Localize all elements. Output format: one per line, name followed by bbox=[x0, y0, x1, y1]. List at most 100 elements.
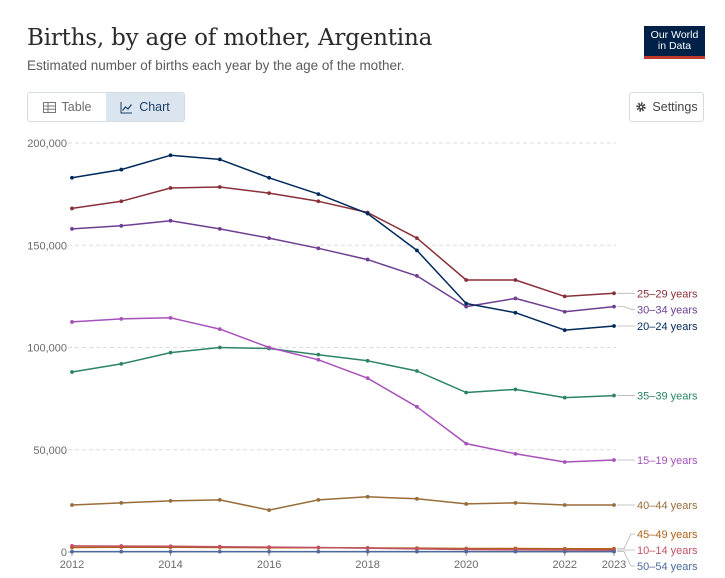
data-point-8-4 bbox=[267, 549, 271, 554]
x-tick-label-6: 2023 bbox=[602, 559, 626, 571]
series-label-7: 10–14 years bbox=[637, 545, 698, 557]
data-point-7-6 bbox=[365, 546, 370, 551]
data-point-3-11 bbox=[612, 393, 616, 398]
label-connector-1 bbox=[617, 306, 635, 310]
series-label-2: 20–24 years bbox=[637, 321, 698, 333]
x-tick-label-2: 2016 bbox=[257, 559, 281, 571]
data-point-4-4 bbox=[267, 345, 271, 350]
data-point-5-4 bbox=[267, 508, 271, 512]
data-point-0-9 bbox=[513, 278, 518, 282]
series-line-7 bbox=[71, 545, 615, 551]
series-label-6: 45–49 years bbox=[637, 529, 698, 541]
data-point-2-8 bbox=[464, 301, 469, 306]
logo-line-1: Our World bbox=[650, 29, 699, 41]
data-point-1-7 bbox=[415, 274, 419, 278]
data-point-2-0 bbox=[70, 175, 74, 180]
series-line-3 bbox=[71, 346, 615, 399]
series-label-0: 25–29 years bbox=[637, 288, 698, 300]
data-point-0-3 bbox=[217, 185, 222, 189]
data-point-5-11 bbox=[612, 503, 616, 507]
settings-button[interactable]: Settings bbox=[629, 92, 704, 122]
data-point-8-8 bbox=[464, 549, 469, 554]
data-point-5-9 bbox=[513, 501, 518, 505]
data-point-2-5 bbox=[316, 192, 321, 197]
data-point-8-9 bbox=[513, 549, 518, 554]
data-point-4-6 bbox=[365, 376, 370, 381]
data-point-5-8 bbox=[464, 502, 469, 506]
data-point-1-11 bbox=[612, 304, 616, 309]
y-tick-label-2: 100,000 bbox=[27, 343, 67, 355]
data-point-4-3 bbox=[217, 327, 222, 331]
chart-title: Births, by age of mother, Argentina bbox=[27, 25, 433, 51]
data-point-0-7 bbox=[415, 236, 419, 240]
data-point-4-2 bbox=[168, 315, 173, 320]
data-point-3-3 bbox=[217, 345, 222, 350]
data-point-1-3 bbox=[217, 226, 222, 231]
data-point-3-5 bbox=[316, 352, 321, 357]
data-point-0-8 bbox=[464, 278, 469, 282]
view-tabs: Table Chart bbox=[27, 92, 185, 122]
series-label-8: 50–54 years bbox=[637, 561, 698, 573]
logo-line-2: in Data bbox=[657, 40, 692, 52]
data-point-8-2 bbox=[168, 549, 173, 554]
data-point-0-4 bbox=[267, 191, 271, 196]
data-point-3-10 bbox=[562, 395, 567, 400]
gear-icon bbox=[636, 102, 647, 112]
table-icon bbox=[42, 101, 56, 113]
data-point-2-9 bbox=[513, 310, 518, 315]
data-point-2-6 bbox=[365, 211, 370, 216]
y-tick-label-4: 200,000 bbox=[27, 138, 67, 150]
data-point-7-3 bbox=[217, 544, 222, 549]
data-point-8-0 bbox=[70, 549, 74, 554]
data-point-8-3 bbox=[217, 549, 222, 554]
data-point-3-7 bbox=[415, 369, 419, 373]
data-point-5-1 bbox=[119, 501, 124, 505]
tab-table[interactable]: Table bbox=[28, 93, 106, 121]
data-point-5-10 bbox=[562, 503, 567, 507]
data-point-2-7 bbox=[415, 248, 419, 253]
data-point-2-11 bbox=[612, 324, 616, 328]
data-point-1-6 bbox=[365, 257, 370, 262]
y-tick-label-3: 150,000 bbox=[27, 240, 67, 252]
data-point-7-2 bbox=[168, 544, 173, 549]
data-point-8-6 bbox=[365, 549, 370, 554]
data-point-3-0 bbox=[70, 370, 74, 374]
tab-table-label: Table bbox=[61, 100, 92, 114]
data-point-0-10 bbox=[562, 294, 567, 299]
label-connector-6 bbox=[617, 533, 635, 550]
series-label-1: 30–34 years bbox=[637, 304, 698, 316]
series-line-4 bbox=[71, 317, 615, 463]
chart-subtitle: Estimated number of births each year by … bbox=[27, 58, 405, 73]
data-point-8-5 bbox=[316, 549, 321, 554]
data-point-7-0 bbox=[70, 543, 74, 548]
data-point-3-6 bbox=[365, 358, 370, 363]
data-point-5-5 bbox=[316, 497, 321, 502]
tab-chart[interactable]: Chart bbox=[106, 93, 184, 121]
series-line-2 bbox=[71, 154, 615, 331]
data-point-4-1 bbox=[119, 316, 124, 321]
data-point-1-10 bbox=[562, 309, 567, 314]
y-tick-label-1: 50,000 bbox=[33, 445, 67, 457]
x-tick-label-3: 2018 bbox=[355, 559, 379, 571]
data-point-5-0 bbox=[70, 503, 74, 507]
x-tick-label-0: 2012 bbox=[60, 559, 84, 571]
data-point-7-1 bbox=[119, 544, 124, 548]
data-point-1-8 bbox=[464, 304, 469, 309]
data-point-2-2 bbox=[168, 153, 173, 158]
data-point-2-10 bbox=[562, 328, 567, 333]
data-point-4-10 bbox=[562, 460, 567, 464]
data-point-1-2 bbox=[168, 218, 173, 223]
data-point-5-6 bbox=[365, 494, 370, 499]
data-point-0-2 bbox=[168, 186, 173, 190]
line-chart-icon bbox=[120, 101, 133, 113]
x-tick-label-4: 2020 bbox=[454, 559, 478, 571]
data-point-4-8 bbox=[464, 441, 469, 446]
data-point-3-9 bbox=[513, 387, 518, 392]
data-point-1-4 bbox=[267, 236, 271, 240]
data-point-5-3 bbox=[217, 497, 222, 502]
data-point-7-4 bbox=[267, 545, 271, 549]
label-connector-8 bbox=[617, 551, 635, 567]
owid-logo[interactable]: Our World in Data bbox=[644, 26, 705, 59]
data-point-2-1 bbox=[119, 167, 124, 172]
